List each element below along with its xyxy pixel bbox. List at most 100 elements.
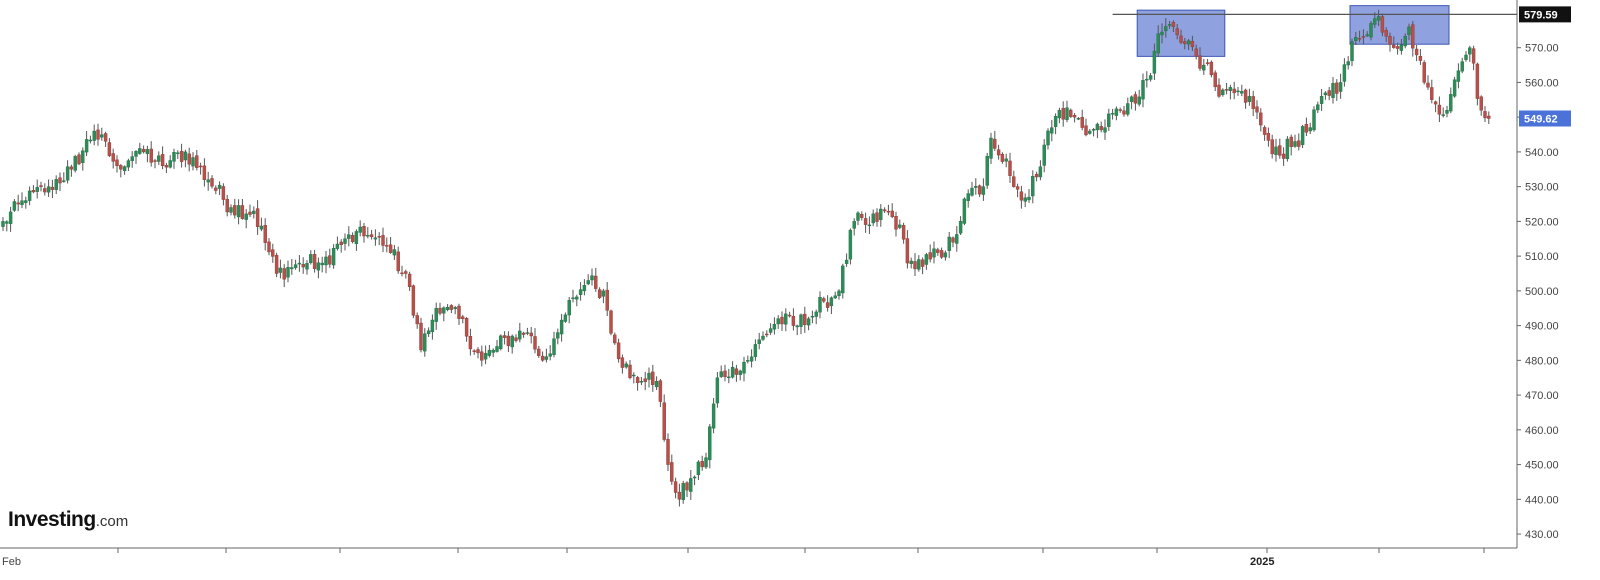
candle-body-down: [803, 313, 807, 325]
candle-body-up: [856, 212, 860, 221]
candle: [1445, 105, 1449, 118]
candle: [590, 268, 594, 286]
candle-body-up: [1110, 113, 1115, 115]
candle-body-up: [1445, 110, 1449, 114]
candle-body-up: [548, 353, 552, 357]
candle: [1027, 188, 1031, 203]
candle-body-down: [890, 210, 894, 217]
candle: [814, 309, 818, 325]
candle: [278, 259, 283, 279]
candle: [1000, 152, 1005, 164]
candle: [1293, 134, 1297, 148]
candle-body-up: [316, 262, 321, 271]
candle: [1076, 117, 1081, 121]
candle-body-down: [863, 218, 868, 225]
candle-body-down: [1198, 55, 1202, 69]
candle: [711, 398, 716, 434]
candle: [1118, 107, 1122, 113]
candle-body-down: [195, 155, 199, 168]
candle-body-down: [179, 151, 184, 162]
last-price-tag-bg: [1519, 110, 1571, 127]
candle-body-up: [278, 267, 283, 273]
plot-area[interactable]: [0, 0, 1517, 548]
candle: [989, 132, 993, 164]
candle-body-up: [1042, 144, 1046, 166]
candle-body-up: [681, 483, 685, 500]
candle-body-up: [1323, 92, 1328, 96]
candle-body-up: [567, 300, 571, 316]
candle-body-up: [1145, 78, 1149, 81]
candle: [567, 296, 571, 324]
candle: [1323, 90, 1328, 100]
candle-body-up: [1373, 18, 1377, 25]
candle: [195, 149, 199, 171]
candle: [183, 149, 188, 168]
candle-body-up: [1186, 40, 1191, 45]
candle-body-up: [742, 362, 746, 374]
candle: [719, 365, 723, 379]
candle: [533, 328, 537, 354]
candle-body-down: [1335, 82, 1339, 94]
candle-body-up: [191, 157, 195, 167]
candle: [1316, 101, 1320, 113]
candle: [670, 454, 674, 485]
candle: [673, 477, 678, 499]
candle: [1023, 193, 1027, 208]
candle: [1297, 133, 1301, 151]
candle: [415, 312, 419, 329]
candle-body-up: [495, 346, 499, 352]
candle: [962, 197, 967, 226]
candle-body-up: [871, 213, 875, 224]
candle: [1103, 119, 1107, 140]
candle-body-down: [1361, 36, 1366, 38]
candle: [366, 227, 370, 239]
price-axis[interactable]: 430.00 440.00 450.00 460.00 470.00 480.00 490.…: [1516, 0, 1571, 548]
candle-body-up: [430, 319, 435, 333]
candle: [217, 181, 222, 196]
logo-suffix-text: .com: [95, 513, 129, 530]
candle: [1171, 20, 1176, 33]
candle-body-down: [221, 186, 226, 200]
candle: [187, 147, 191, 172]
candle: [575, 294, 579, 307]
candle: [65, 160, 70, 184]
time-axis[interactable]: Feb 2025: [0, 547, 1517, 568]
candle: [1418, 48, 1423, 65]
candle-body-up: [776, 318, 780, 325]
candle-body-up: [1103, 127, 1107, 133]
candle: [27, 186, 32, 206]
candle: [1152, 43, 1157, 80]
candle-body-up: [426, 330, 431, 334]
candle-body-down: [1297, 140, 1301, 147]
candle-body-up: [1300, 126, 1305, 145]
candle: [559, 313, 564, 342]
candle: [487, 344, 492, 358]
candle: [103, 131, 108, 147]
candle-body-up: [586, 280, 590, 285]
candle: [1289, 134, 1293, 156]
candle: [985, 152, 989, 189]
highlight-box-2[interactable]: [1349, 5, 1450, 45]
candle: [392, 244, 397, 260]
candle-body-down: [282, 268, 286, 280]
candle-body-down: [271, 249, 275, 257]
candle: [1186, 38, 1191, 51]
candle: [46, 179, 51, 197]
candle-body-down: [993, 138, 997, 149]
candle-body-up: [1167, 24, 1172, 26]
candle: [704, 452, 708, 469]
candle-body-down: [480, 351, 484, 361]
candle-body-up: [974, 186, 978, 188]
candle: [1270, 134, 1274, 159]
candle: [738, 369, 742, 381]
candle-body-up: [1164, 26, 1168, 32]
candle: [233, 198, 237, 219]
candle: [647, 367, 651, 388]
candle-body-up: [1057, 110, 1062, 119]
candle-body-up: [168, 160, 172, 168]
candle-body-down: [1327, 90, 1331, 96]
candle: [430, 314, 435, 340]
candle-body-up: [46, 186, 51, 193]
candle-body-down: [43, 188, 47, 193]
